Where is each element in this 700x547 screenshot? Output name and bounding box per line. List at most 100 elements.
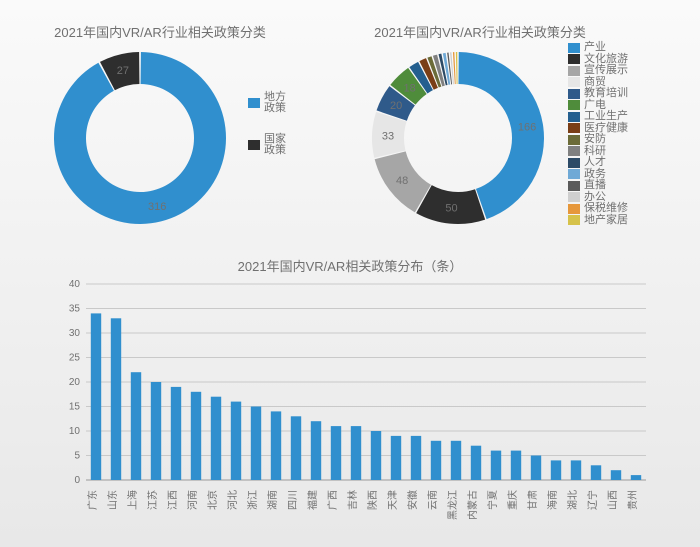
x-tick-label: 重庆 — [506, 490, 519, 510]
x-tick-label: 云南 — [426, 490, 439, 510]
legend-swatch — [568, 169, 580, 179]
legend-label: 安防 — [584, 134, 606, 145]
y-tick-label: 30 — [69, 328, 81, 339]
legend-item: 产业 — [568, 42, 628, 53]
legend-swatch — [568, 89, 580, 99]
x-tick-label: 广东 — [86, 490, 99, 510]
x-tick-label: 广西 — [327, 490, 339, 510]
bar — [371, 431, 381, 480]
donut-slice-value: 50 — [445, 203, 457, 215]
bar — [171, 387, 181, 480]
bar — [551, 460, 561, 480]
legend-label: 办公 — [584, 192, 606, 203]
bar-chart: 0510152025303540广东山东上海江苏江西河南北京河北浙江湖南四川福建… — [0, 252, 700, 547]
donut2-svg: 166 50 48 33 2018 — [0, 0, 570, 240]
bar — [491, 451, 501, 480]
donut-slice-value: 20 — [390, 100, 402, 112]
bar — [591, 465, 601, 480]
legend-swatch — [568, 181, 580, 191]
x-tick-label: 四川 — [288, 490, 299, 510]
donut-slice-value: 166 — [518, 121, 536, 133]
legend-item: 保税维修 — [568, 203, 628, 214]
bar — [191, 392, 201, 480]
donut-slice — [456, 52, 458, 84]
y-tick-label: 5 — [74, 451, 80, 462]
donut2: 166 50 48 33 2018 — [0, 0, 570, 240]
bar — [631, 475, 641, 480]
y-tick-label: 35 — [69, 304, 81, 315]
bar — [571, 460, 581, 480]
x-tick-label: 安徽 — [406, 490, 419, 510]
y-tick-label: 20 — [69, 377, 81, 388]
legend-swatch — [568, 112, 580, 122]
legend-item: 地产家居 — [568, 215, 628, 226]
bar — [151, 382, 161, 480]
legend-swatch — [568, 192, 580, 202]
bar — [431, 441, 441, 480]
y-tick-label: 10 — [69, 426, 81, 437]
y-tick-label: 25 — [69, 353, 81, 364]
bar — [531, 456, 541, 481]
x-tick-label: 江西 — [167, 490, 179, 510]
legend-item: 文化旅游 — [568, 54, 628, 65]
legend-label: 商贸 — [584, 77, 606, 88]
legend-swatch — [568, 43, 580, 53]
x-tick-label: 山西 — [607, 490, 619, 510]
x-tick-label: 河南 — [186, 490, 199, 510]
legend-item: 广电 — [568, 100, 628, 111]
x-tick-label: 黑龙江 — [446, 490, 459, 520]
legend-label: 保税维修 — [584, 203, 628, 214]
bar — [131, 372, 141, 480]
legend-item: 医疗健康 — [568, 123, 628, 134]
y-tick-label: 15 — [69, 402, 81, 413]
donut-slice-value: 33 — [382, 130, 394, 142]
x-tick-label: 贵州 — [626, 490, 639, 510]
bar — [511, 451, 521, 480]
legend-swatch — [568, 204, 580, 214]
y-tick-label: 40 — [69, 279, 81, 290]
legend-label: 地产家居 — [584, 215, 628, 226]
bar — [111, 318, 121, 480]
bar — [351, 426, 361, 480]
legend-label: 政务 — [584, 169, 606, 180]
legend-label: 教育培训 — [584, 88, 628, 99]
legend-item: 人才 — [568, 157, 628, 168]
legend-swatch — [568, 215, 580, 225]
bar — [471, 446, 481, 480]
bar — [451, 441, 461, 480]
legend-label: 科研 — [584, 146, 606, 157]
bar — [291, 416, 301, 480]
x-tick-label: 江苏 — [146, 490, 159, 510]
legend-item: 商贸 — [568, 77, 628, 88]
legend-swatch — [568, 135, 580, 145]
x-tick-label: 北京 — [206, 490, 219, 510]
legend-item: 科研 — [568, 146, 628, 157]
x-tick-label: 浙江 — [247, 490, 259, 510]
legend-label: 直播 — [584, 180, 606, 191]
legend-item: 工业生产 — [568, 111, 628, 122]
x-tick-label: 山东 — [106, 490, 119, 510]
x-tick-label: 湖南 — [266, 490, 279, 510]
x-tick-label: 海南 — [546, 490, 559, 510]
x-tick-label: 辽宁 — [586, 490, 599, 510]
legend-item: 政务 — [568, 169, 628, 180]
legend-label: 产业 — [584, 42, 606, 53]
bar — [611, 470, 621, 480]
bar — [231, 402, 241, 480]
legend-item: 办公 — [568, 192, 628, 203]
legend-item: 宣传展示 — [568, 65, 628, 76]
legend-item: 教育培训 — [568, 88, 628, 99]
donut-slice-value: 48 — [396, 175, 408, 187]
donut-slice-value: 18 — [404, 82, 416, 94]
page-root: 2021年国内VR/AR行业相关政策分类 2021年国内VR/AR行业相关政策分… — [0, 0, 700, 547]
legend-label: 工业生产 — [584, 111, 628, 122]
legend-item: 安防 — [568, 134, 628, 145]
bar — [251, 407, 261, 481]
legend-swatch — [568, 100, 580, 110]
bar — [331, 426, 341, 480]
donut2-legend: 产业文化旅游宣传展示商贸教育培训广电工业生产医疗健康安防科研人才政务直播办公保税… — [568, 42, 628, 226]
x-tick-label: 河北 — [227, 490, 239, 510]
x-tick-label: 内蒙古 — [466, 490, 479, 520]
legend-label: 人才 — [584, 157, 606, 168]
bar — [91, 313, 101, 480]
